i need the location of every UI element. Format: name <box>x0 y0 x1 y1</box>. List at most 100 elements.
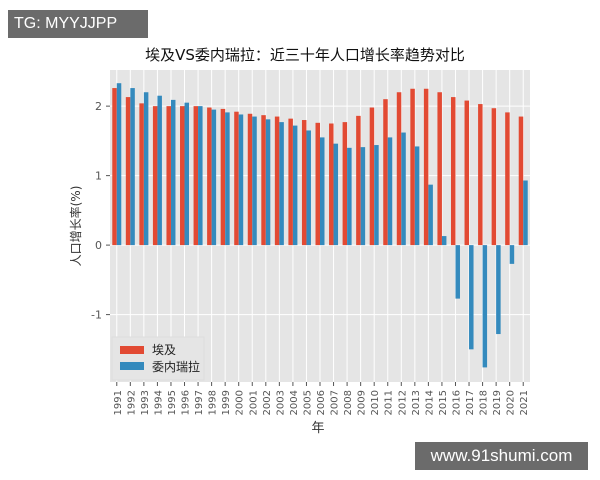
x-tick-label: 2021 <box>519 390 530 415</box>
bar-venezuela-2015 <box>441 236 447 246</box>
bar-egypt-2014 <box>423 88 429 246</box>
bar-egypt-1997 <box>193 106 199 246</box>
bar-egypt-2013 <box>410 88 415 246</box>
bar-venezuela-2010 <box>374 145 379 246</box>
bar-egypt-2018 <box>478 104 483 246</box>
bar-egypt-2005 <box>301 120 307 246</box>
x-tick-label: 2018 <box>479 390 490 415</box>
bar-egypt-1999 <box>220 108 226 246</box>
bar-egypt-2016 <box>450 97 456 246</box>
bar-venezuela-1997 <box>198 106 203 246</box>
bar-egypt-1991 <box>112 88 117 246</box>
bar-egypt-2006 <box>315 122 320 246</box>
x-tick-label: 1999 <box>221 390 232 415</box>
bar-venezuela-2007 <box>333 143 339 246</box>
bar-venezuela-2008 <box>347 147 352 246</box>
bar-venezuela-1995 <box>170 99 176 246</box>
bar-venezuela-2004 <box>292 125 298 246</box>
bars <box>112 83 528 368</box>
bar-venezuela-2011 <box>387 137 393 246</box>
bar-venezuela-2016 <box>455 245 460 299</box>
bar-venezuela-2009 <box>360 147 366 246</box>
x-tick-label: 2009 <box>357 390 368 415</box>
bar-venezuela-2001 <box>252 116 257 246</box>
bar-egypt-2010 <box>369 107 375 246</box>
legend-swatch-venezuela <box>120 362 144 370</box>
x-tick-label: 2004 <box>289 390 300 415</box>
bar-egypt-2001 <box>247 113 253 246</box>
bar-venezuela-1993 <box>143 92 149 246</box>
bar-egypt-2020 <box>505 112 510 246</box>
x-tick-label: 1994 <box>153 390 164 415</box>
x-tick-label: 1997 <box>194 390 205 415</box>
bar-egypt-1993 <box>139 103 144 246</box>
x-tick-label: 2014 <box>424 390 435 415</box>
bar-egypt-2002 <box>261 115 266 246</box>
bar-egypt-2004 <box>288 118 293 246</box>
x-tick-label: 2015 <box>438 390 449 415</box>
y-tick-label: -1 <box>91 309 102 322</box>
x-ticks: 1991 1992 1993 1994 1995 1996 1997 1998 1999 2000… <box>113 382 530 415</box>
bar-venezuela-2003 <box>279 122 284 246</box>
bar-venezuela-1992 <box>130 88 135 246</box>
x-tick-label: 2005 <box>302 390 313 415</box>
bar-venezuela-2006 <box>320 137 325 246</box>
x-tick-label: 2001 <box>248 390 259 415</box>
bar-egypt-2007 <box>329 123 334 246</box>
x-tick-label: 1996 <box>181 390 192 415</box>
x-tick-label: 2008 <box>343 390 354 415</box>
bar-venezuela-2017 <box>469 245 474 350</box>
y-axis-label: 人口增长率(%) <box>68 186 83 267</box>
y-tick-label: 0 <box>95 239 102 252</box>
x-tick-label: 2017 <box>465 390 476 415</box>
x-tick-label: 1998 <box>208 390 219 415</box>
legend-box <box>111 336 205 381</box>
x-tick-label: 2011 <box>384 390 395 415</box>
x-tick-label: 2006 <box>316 390 327 415</box>
bar-egypt-1996 <box>180 106 185 246</box>
bar-egypt-2017 <box>464 100 470 246</box>
x-tick-label: 2016 <box>451 390 462 415</box>
bar-venezuela-2013 <box>414 146 420 246</box>
legend-label-venezuela: 委内瑞拉 <box>152 359 200 374</box>
bar-egypt-2021 <box>518 116 524 246</box>
bar-venezuela-2012 <box>401 132 406 246</box>
bar-egypt-1994 <box>152 106 158 246</box>
bar-egypt-2008 <box>342 122 348 246</box>
bar-venezuela-2014 <box>428 184 433 246</box>
bar-venezuela-2005 <box>306 130 311 246</box>
bar-egypt-1992 <box>125 97 131 246</box>
legend-swatch-egypt <box>120 346 144 354</box>
bar-venezuela-2019 <box>496 245 501 335</box>
bar-venezuela-2018 <box>482 245 488 368</box>
bar-egypt-2011 <box>383 99 388 246</box>
x-tick-label: 2002 <box>262 390 273 415</box>
x-tick-label: 2003 <box>275 390 286 415</box>
x-tick-label: 1995 <box>167 390 178 415</box>
legend: 埃及 委内瑞拉 <box>111 336 205 381</box>
bar-egypt-1998 <box>207 107 212 246</box>
x-tick-label: 2010 <box>370 390 381 415</box>
bar-venezuela-1991 <box>116 83 122 246</box>
bar-egypt-2019 <box>491 108 497 246</box>
x-tick-label: 2013 <box>411 390 422 415</box>
watermark-bottom-right: www.91shumi.com <box>415 442 588 470</box>
bar-venezuela-1999 <box>225 112 230 246</box>
bar-egypt-2012 <box>396 92 402 246</box>
x-tick-label: 2000 <box>235 390 246 415</box>
x-tick-label: 2007 <box>330 390 341 415</box>
bar-venezuela-2021 <box>523 180 528 246</box>
bar-venezuela-1996 <box>184 102 190 246</box>
bar-venezuela-2002 <box>265 119 271 246</box>
x-tick-label: 1993 <box>140 390 151 415</box>
bar-egypt-2000 <box>234 111 239 246</box>
bar-venezuela-1998 <box>211 109 217 246</box>
bar-venezuela-2020 <box>509 245 515 264</box>
x-tick-label: 2019 <box>492 390 503 415</box>
bar-venezuela-2000 <box>238 114 244 246</box>
x-tick-label: 2012 <box>397 390 408 415</box>
bar-egypt-2015 <box>437 92 442 246</box>
chart-title: 埃及VS委内瑞拉：近三十年人口增长率趋势对比 <box>145 46 465 64</box>
y-tick-label: 2 <box>95 100 102 113</box>
